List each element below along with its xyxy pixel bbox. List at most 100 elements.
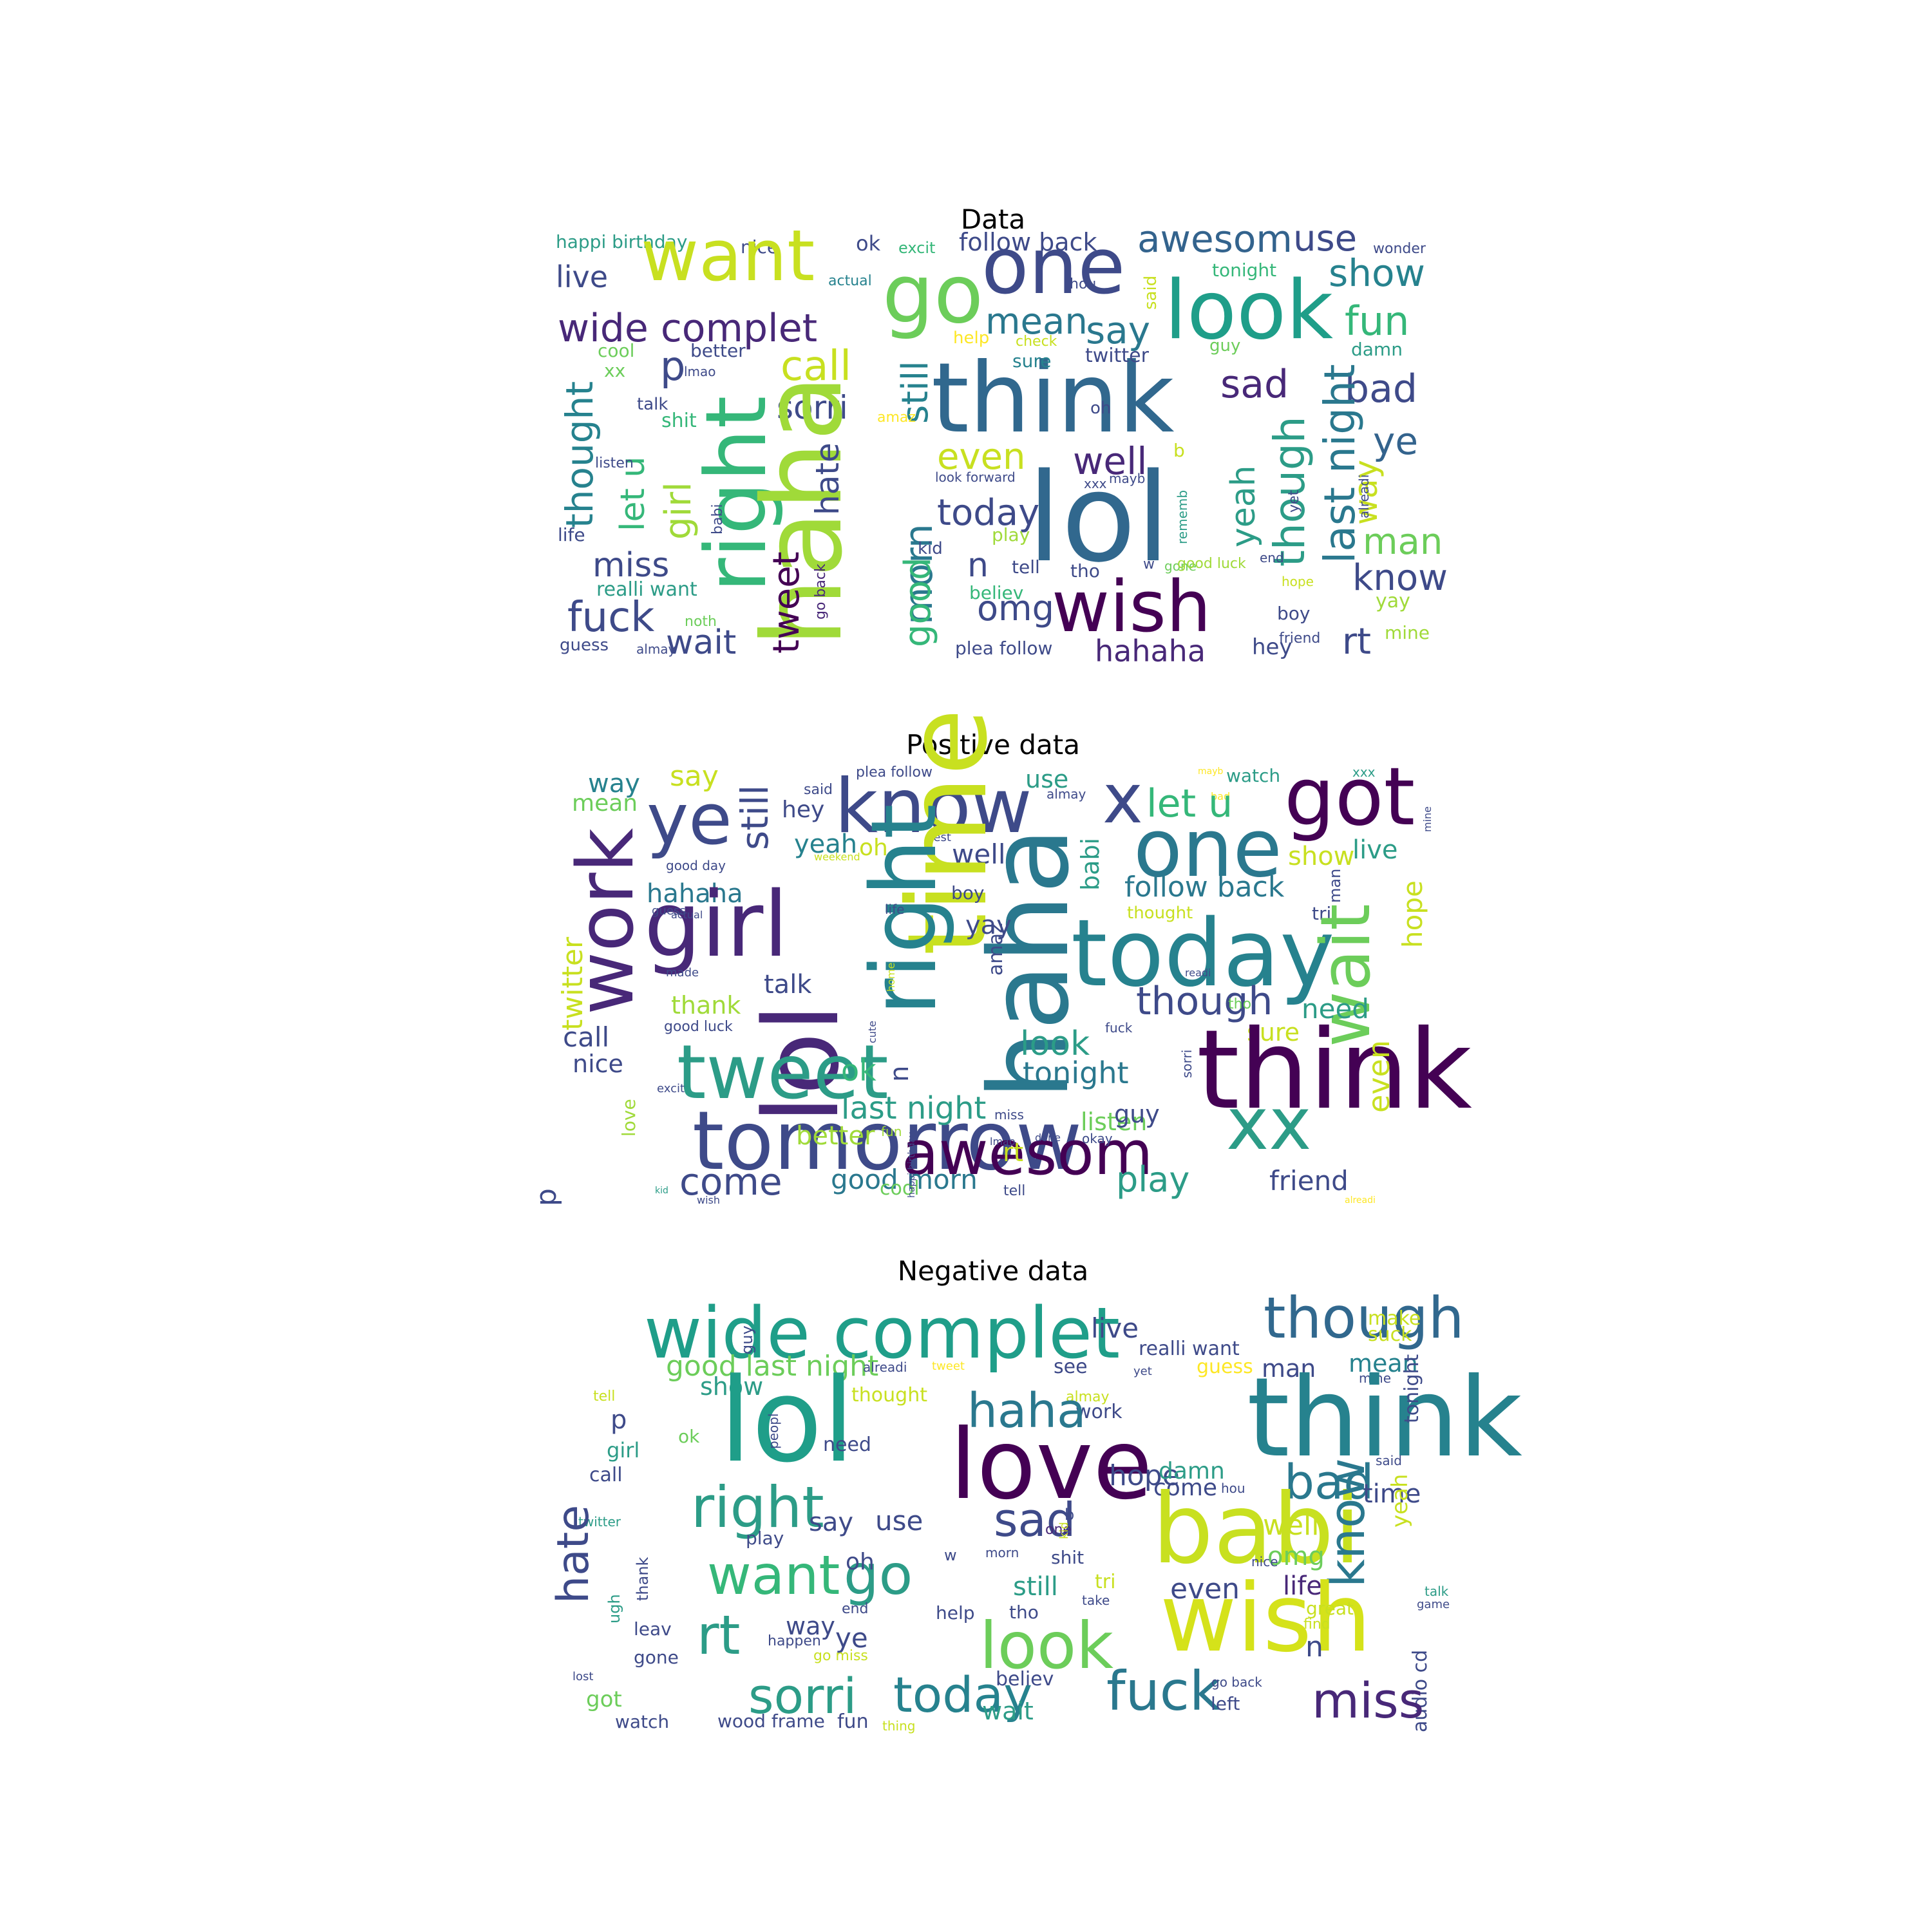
cloud-word: twitter: [578, 1514, 621, 1530]
cloud-word: even: [1170, 1573, 1240, 1605]
cloud-word: way: [588, 769, 640, 799]
cloud-word: haha: [966, 827, 1094, 1100]
cloud-word: lmao: [990, 1135, 1016, 1148]
cloud-word: make: [1368, 1307, 1421, 1330]
cloud-word: want: [707, 1544, 840, 1607]
cloud-word: believ: [969, 582, 1023, 603]
cloud-word: sad: [1220, 362, 1289, 407]
cloud-word: w: [1143, 556, 1155, 573]
cloud-word: excit: [898, 239, 935, 257]
cloud-word: fuck: [1106, 1660, 1221, 1723]
cloud-word: though: [1136, 979, 1273, 1024]
cloud-word: got: [586, 1687, 622, 1712]
cloud-word: b: [1065, 1506, 1074, 1524]
cloud-word: believ: [996, 1668, 1054, 1690]
cloud-word: wood frame: [717, 1710, 825, 1732]
cloud-word: left: [1211, 1693, 1240, 1714]
cloud-word: ugh: [605, 1594, 623, 1624]
cloud-word: thing: [882, 1718, 915, 1734]
cloud-word: oh: [846, 1549, 875, 1575]
cloud-word: shit: [1051, 1547, 1084, 1568]
cloud-word: wide complet: [558, 306, 817, 351]
cloud-word: happi birthday: [907, 1132, 917, 1198]
cloud-word: sad: [994, 1493, 1075, 1547]
cloud-word: babi: [1152, 1473, 1361, 1586]
cloud-word: hou: [1221, 1481, 1245, 1496]
cloud-word: realli want: [1139, 1338, 1240, 1360]
cloud-word: cool: [598, 340, 634, 361]
cloud-word: talk: [637, 395, 668, 414]
cloud-word: sorri: [777, 389, 848, 426]
cloud-word: actual: [671, 909, 703, 921]
cloud-word: think: [931, 343, 1175, 455]
panel-positive-data: Positive data plea follow mayb watch xxxway…: [530, 708, 1472, 1206]
cloud-word: need: [1302, 993, 1369, 1025]
cloud-word: actual: [828, 273, 872, 289]
cloud-word: hope: [1282, 574, 1314, 589]
cloud-word: rememb: [1175, 490, 1190, 544]
cloud-word: amaz: [877, 410, 916, 426]
cloud-word: sorri: [748, 1667, 857, 1725]
cloud-word: wish: [697, 1194, 720, 1206]
cloud-word: let u: [1146, 781, 1233, 826]
cloud-word: ok: [841, 1053, 876, 1088]
cloud-word: let u: [614, 457, 652, 531]
cloud-word: alreadi: [1345, 1195, 1376, 1206]
cloud-word: go: [882, 247, 983, 341]
cloud-word: girl: [658, 482, 699, 540]
cloud-word: play: [992, 524, 1030, 545]
cloud-word: girl: [607, 1438, 639, 1463]
cloud-word: use: [875, 1505, 923, 1537]
cloud-word: talk: [1425, 1584, 1449, 1599]
cloud-word: yet: [1133, 1365, 1152, 1378]
cloud-word: babi: [1076, 838, 1104, 891]
cloud-word: better: [690, 340, 746, 361]
cloud-word: tonight: [1023, 1056, 1129, 1090]
cloud-word: fun: [881, 1124, 902, 1139]
cloud-word: call: [563, 1021, 609, 1053]
cloud-word: mine: [1385, 622, 1430, 643]
cloud-word: mine: [1359, 1370, 1391, 1386]
cloud-word: hou: [1070, 276, 1096, 292]
cloud-word: listen: [1081, 1108, 1147, 1136]
cloud-word: sure: [1012, 350, 1051, 372]
cloud-word: end: [1260, 550, 1284, 565]
cloud-word: life: [885, 902, 904, 917]
cloud-word: look: [1164, 263, 1333, 357]
cloud-word: right: [852, 804, 957, 1016]
cloud-word: ok: [678, 1426, 700, 1447]
cloud-word: omg: [977, 588, 1054, 629]
cloud-word: alreadi: [1356, 475, 1372, 518]
cloud-word: twitter: [556, 936, 589, 1030]
cloud-word: love: [950, 1409, 1153, 1521]
cloud-word: check: [1016, 334, 1057, 350]
cloud-word: game: [1417, 1598, 1450, 1611]
cloud-word: plea follow: [955, 638, 1052, 659]
cloud-word: miss: [1312, 1672, 1424, 1729]
cloud-word: want: [641, 214, 815, 297]
cloud-word: man: [1262, 1354, 1316, 1383]
cloud-word: good last night: [666, 1350, 878, 1383]
cloud-word: look: [980, 1608, 1113, 1683]
cloud-word: wish: [1052, 565, 1211, 648]
cloud-word: though: [1264, 1285, 1464, 1351]
cloud-word: say: [670, 760, 719, 793]
cloud-word: tho: [1009, 1602, 1039, 1623]
cloud-word: nice: [741, 236, 778, 258]
cloud-word: awesom: [1137, 217, 1293, 261]
cloud-word: live: [556, 260, 608, 294]
cloud-word: omg: [1267, 1542, 1325, 1571]
cloud-word: follow back: [959, 228, 1097, 256]
cloud-word: bad: [1284, 1455, 1374, 1510]
cloud-word: peopl: [766, 1414, 781, 1450]
cloud-word: fun: [837, 1710, 869, 1733]
cloud-word: ye: [1373, 419, 1418, 463]
cloud-word: sure: [1247, 1018, 1300, 1046]
cloud-word: come: [1153, 1475, 1217, 1501]
cloud-word: play: [746, 1528, 784, 1549]
cloud-word: tell: [1003, 1183, 1025, 1199]
cloud-word: almay: [1066, 1389, 1110, 1405]
cloud-word: watch: [1226, 765, 1280, 786]
cloud-word: call: [781, 343, 851, 390]
cloud-word: still: [895, 361, 936, 424]
